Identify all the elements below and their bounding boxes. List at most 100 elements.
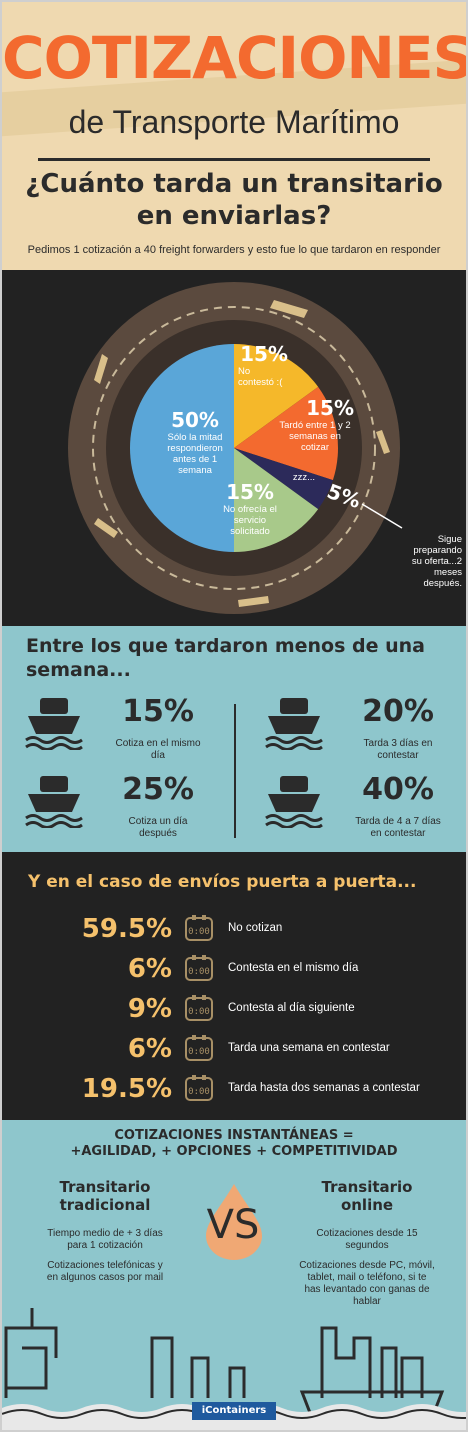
door-row: 6% 0:00 Tarda una semana en contestar (2, 1030, 466, 1070)
week-stat-label-line: Tarda de 4 a 7 días (355, 816, 441, 827)
slice-text: Sólo la mitad respondieron antes de 1 se… (150, 432, 240, 476)
week-stat-label-line: Cotiza en el mismo (115, 738, 201, 749)
week-stat-label: Cotiza en el mismo día (102, 738, 214, 762)
week-title-line: Entre los que tardaron menos de una (26, 635, 425, 657)
note-line: su oferta...2 (411, 556, 462, 567)
week-section: Entre los que tardaron menos de una sema… (2, 626, 466, 852)
text-line: hablar (353, 1296, 381, 1307)
online-column: Transitario online Cotizaciones desde 15… (292, 1178, 442, 1316)
clock-icon: 0:00 (185, 1075, 213, 1101)
door-row: 9% 0:00 Contesta al día siguiente (2, 990, 466, 1030)
pie-dashed-route (92, 306, 376, 590)
comparison-title-line: +AGILIDAD, + OPCIONES + COMPETITIVIDAD (70, 1144, 398, 1159)
slice-text-line: respondieron (167, 443, 223, 454)
door-row-label: Tarda una semana en contestar (228, 1042, 390, 1054)
ship-icon (265, 698, 323, 750)
door-title: Y en el caso de envíos puerta a puerta..… (28, 872, 417, 892)
svg-text:0:00: 0:00 (188, 1007, 210, 1017)
icontainers-logo: iContainers (192, 1402, 276, 1420)
week-stat-label: Tarda de 4 a 7 días en contestar (342, 816, 454, 840)
text-line: has levantado con ganas de (304, 1284, 430, 1295)
building-icon (150, 1336, 246, 1398)
slice-label-zzz: zzz... (284, 472, 324, 483)
comparison-section: COTIZACIONES INSTANTÁNEAS = +AGILIDAD, +… (2, 1120, 466, 1430)
slice-text-line: antes de 1 (172, 454, 218, 465)
week-stat-label: Cotiza un día después (102, 816, 214, 840)
title-divider (38, 158, 430, 161)
ship-icon (265, 776, 323, 828)
traditional-text-1: Tiempo medio de + 3 días para 1 cotizaci… (30, 1228, 180, 1252)
question: ¿Cuánto tarda un transitario en enviarla… (22, 168, 446, 232)
text-line: en algunos casos por mail (46, 1272, 164, 1283)
online-text-2: Cotizaciones desde PC, móvil, tablet, ma… (292, 1260, 442, 1308)
door-row-label: Contesta en el mismo día (228, 962, 359, 974)
text-line: para 1 cotización (67, 1240, 143, 1251)
pie-slice (234, 386, 338, 481)
slice-text-line: contestó :( (238, 377, 283, 388)
crane-icon (4, 1308, 58, 1398)
annotation-line (361, 503, 403, 529)
door-row-pct: 59.5% (81, 914, 172, 944)
text-line: Cotizaciones telefónicas y (47, 1260, 163, 1271)
week-stat-three-days: 20% Tarda 3 días en contestar (264, 694, 464, 764)
door-row-pct: 19.5% (81, 1074, 172, 1104)
note-line: preparando (413, 545, 462, 556)
pie-slice (234, 448, 319, 552)
pie-slice (234, 344, 319, 448)
slice-text-line: cotizar (301, 442, 329, 453)
week-divider (234, 704, 236, 838)
svg-text:0:00: 0:00 (188, 927, 210, 937)
slice-pct: 15% (240, 342, 288, 366)
heading-line: Transitario (59, 1178, 151, 1196)
week-stat-label-line: Cotiza un día (128, 816, 188, 827)
traditional-heading: Transitario tradicional (30, 1178, 180, 1214)
svg-text:0:00: 0:00 (188, 1087, 210, 1097)
ship-icon (376, 430, 390, 454)
week-stat-pct: 15% (122, 694, 194, 729)
drop-icon (206, 1184, 262, 1260)
pie-section: 15% No contestó :( 15% Tardó entre 1 y 2… (2, 270, 466, 626)
traditional-column: Transitario tradicional Tiempo medio de … (30, 1178, 180, 1292)
slice-label-tardo: 15% Tardó entre 1 y 2 semanas en cotizar (270, 396, 360, 453)
door-row-pct: 9% (127, 994, 172, 1024)
online-text-1: Cotizaciones desde 15 segundos (292, 1228, 442, 1252)
ship-icon (94, 354, 108, 384)
vs-label: VS (206, 1202, 260, 1248)
heading-line: online (340, 1196, 394, 1214)
pie-slice (130, 344, 234, 552)
week-stat-label-line: día (151, 750, 165, 761)
ship-icon (94, 518, 118, 538)
slice-pct: 15% (306, 396, 354, 420)
slice-text: No ofrecía el servicio solicitado (198, 504, 302, 537)
traditional-text-2: Cotizaciones telefónicas y en algunos ca… (30, 1260, 180, 1284)
slice-text-line: No (238, 366, 251, 377)
note-line: meses (434, 567, 462, 578)
week-stat-label-line: Tarda 3 días en (363, 738, 433, 749)
ship-icon (270, 300, 308, 318)
note-line: Sigue (437, 534, 462, 545)
clock-icon: 0:00 (185, 1035, 213, 1061)
text-line: segundos (345, 1240, 389, 1251)
door-row: 19.5% 0:00 Tarda hasta dos semanas a con… (2, 1070, 466, 1110)
slice-text-line: No ofrecía el (223, 504, 277, 515)
clock-icon: 0:00 (185, 995, 213, 1021)
door-to-door-section: Y en el caso de envíos puerta a puerta..… (2, 852, 466, 1120)
heading-line: tradicional (59, 1196, 151, 1214)
text-line: Cotizaciones desde 15 (316, 1228, 418, 1239)
text-line: tablet, mail o teléfono, si te (307, 1272, 427, 1283)
door-row: 59.5% 0:00 No cotizan (2, 910, 466, 950)
week-stat-label-line: después (139, 828, 177, 839)
week-stat-label-line: en contestar (370, 828, 426, 839)
slice-text: Tardó entre 1 y 2 semanas en cotizar (270, 420, 360, 453)
door-row: 6% 0:00 Contesta en el mismo día (2, 950, 466, 990)
week-stat-pct: 20% (362, 694, 434, 729)
slice-label-no-contesto: 15% No contestó :( (234, 342, 294, 388)
pie-slice (234, 448, 333, 510)
ship-icon (25, 776, 83, 828)
ship-icons (94, 300, 390, 607)
heading-line: Transitario (321, 1178, 413, 1196)
annotation-note: Sigue preparando su oferta...2 meses des… (392, 534, 462, 589)
slice-text-line: servicio (233, 515, 267, 526)
week-title: Entre los que tardaron menos de una sema… (26, 634, 446, 682)
slice-text-line: semanas en (289, 431, 341, 442)
